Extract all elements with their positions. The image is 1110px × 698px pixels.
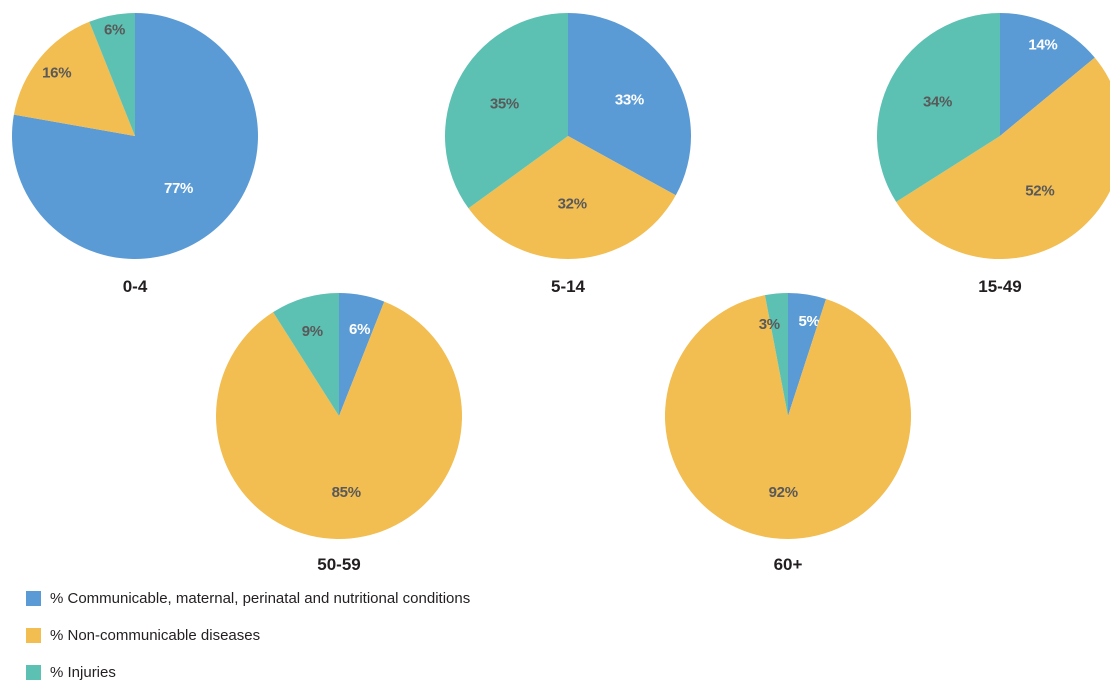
pie-1-slice-communicable xyxy=(568,13,692,196)
pie-chart-1: 33% 32% 35% 5-14 xyxy=(444,12,692,296)
pie-2-age-label: 15-49 xyxy=(978,277,1021,296)
pie-0-slice-injuries xyxy=(89,13,135,136)
pie-0-label-communicable: 77% xyxy=(164,180,193,197)
pie-chart-2: 14% 52% 34% 15-49 xyxy=(877,13,1110,296)
pie-4-label-noncommunicable: 92% xyxy=(769,484,798,501)
pie-1-label-communicable: 33% xyxy=(615,92,644,109)
pie-0-slice-noncommunicable xyxy=(13,21,135,137)
legend-label-noncommunicable: % Non-communicable diseases xyxy=(50,626,261,644)
pie-chart-3: 6% 85% 9% 50-59 xyxy=(215,293,462,574)
pie-3-label-communicable: 6% xyxy=(349,321,370,338)
legend-label-communicable: % Communicable, maternal, perinatal and … xyxy=(50,589,471,607)
pie-3-slice-noncommunicable xyxy=(215,301,462,540)
legend-item-noncommunicable: % Non-communicable diseases xyxy=(26,625,260,645)
pie-4-age-label: 60+ xyxy=(774,555,803,574)
pie-2-label-injuries: 34% xyxy=(923,94,952,111)
legend-swatch-communicable xyxy=(26,590,41,606)
pie-1-label-injuries: 35% xyxy=(490,96,519,113)
pie-chart-0: 77% 16% 6% 0-4 xyxy=(12,13,259,296)
pie-4-slice-communicable xyxy=(788,293,827,416)
pie-4-slice-injuries xyxy=(764,293,788,416)
pie-3-slice-injuries xyxy=(273,293,339,416)
pie-2-label-noncommunicable: 52% xyxy=(1025,183,1054,200)
legend-swatch-injuries xyxy=(26,664,41,680)
pie-3-label-injuries: 9% xyxy=(302,323,323,340)
legend-item-injuries: % Injuries xyxy=(26,662,116,682)
pie-3-age-label: 50-59 xyxy=(317,555,360,574)
pie-3-slice-communicable xyxy=(339,293,385,416)
pie-4-label-injuries: 3% xyxy=(759,316,780,333)
pie-0-slice-communicable xyxy=(12,13,259,259)
pie-1-label-noncommunicable: 32% xyxy=(558,196,587,213)
pie-0-label-injuries: 6% xyxy=(104,22,125,39)
pie-1-slice-injuries xyxy=(444,12,568,209)
pie-2-slice-injuries xyxy=(877,13,1000,202)
pie-0-label-noncommunicable: 16% xyxy=(42,64,71,81)
legend-item-communicable: % Communicable, maternal, perinatal and … xyxy=(26,588,470,608)
pie-3-label-noncommunicable: 85% xyxy=(332,484,361,501)
pie-2-slice-communicable xyxy=(1000,13,1095,136)
pie-2-slice-noncommunicable xyxy=(896,57,1110,259)
legend-label-injuries: % Injuries xyxy=(50,663,116,681)
legend-swatch-noncommunicable xyxy=(26,627,41,643)
pie-4-slice-noncommunicable xyxy=(665,295,912,540)
pie-2-label-communicable: 14% xyxy=(1028,37,1057,54)
pie-chart-4: 5% 92% 3% 60+ xyxy=(665,293,912,574)
pie-0-age-label: 0-4 xyxy=(123,277,148,296)
pie-4-label-communicable: 5% xyxy=(798,313,819,330)
pie-1-age-label: 5-14 xyxy=(551,277,586,296)
pie-1-slice-noncommunicable xyxy=(468,136,676,260)
